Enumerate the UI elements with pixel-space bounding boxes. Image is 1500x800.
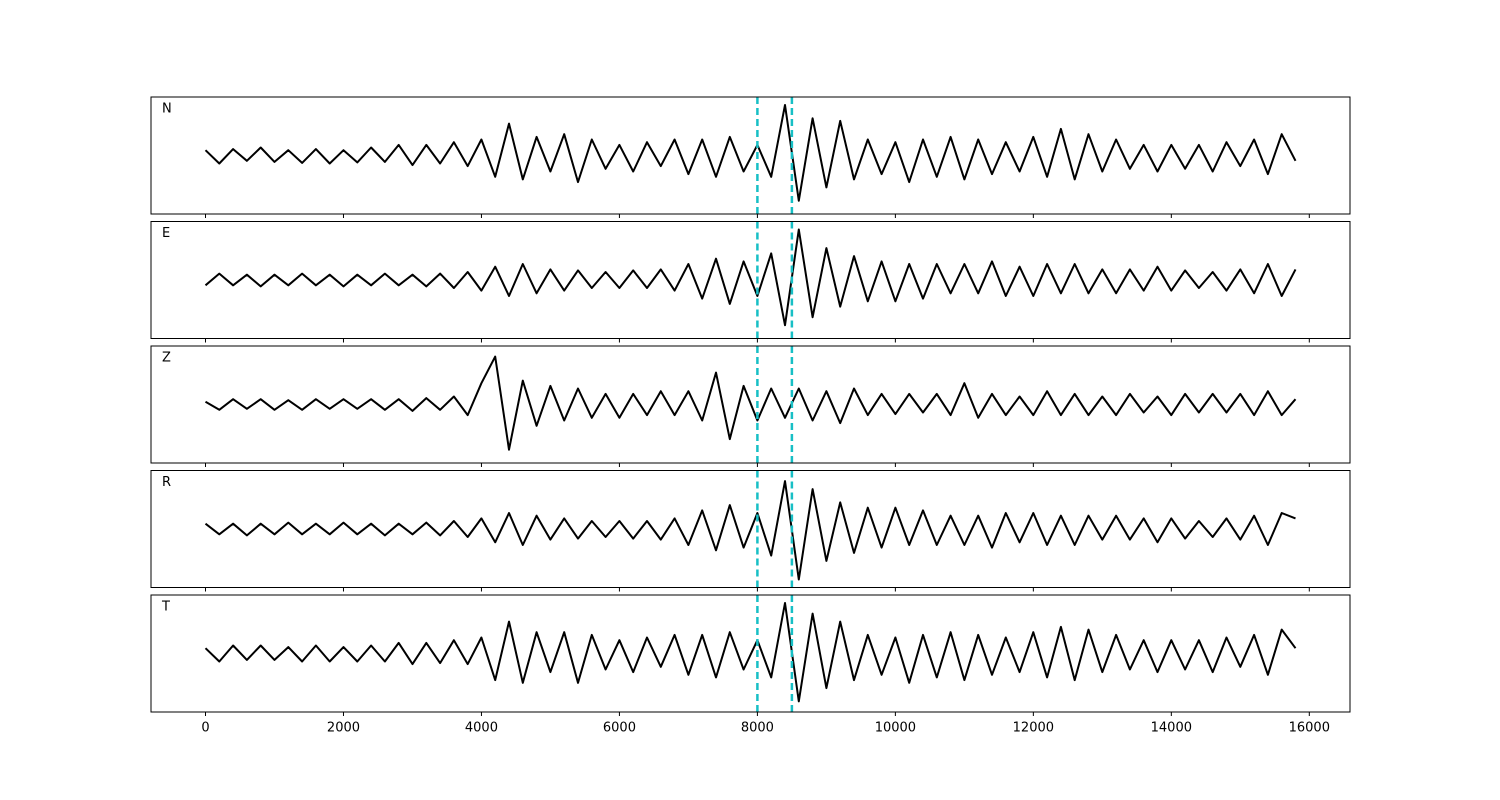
panel-label: Z [162, 351, 171, 366]
panel-frame [150, 594, 1351, 713]
x-tick-label: 2000 [327, 721, 360, 736]
panel-label: E [162, 226, 170, 241]
panel-label: N [162, 102, 172, 117]
panel-frame [150, 470, 1351, 588]
x-tick-label: 12000 [1013, 721, 1054, 736]
panel-frame [150, 221, 1351, 339]
trace [204, 104, 1297, 202]
trace [204, 228, 1297, 327]
x-tick-label: 14000 [1151, 721, 1192, 736]
panel-label: T [161, 600, 170, 615]
x-tick-label: 16000 [1289, 721, 1330, 736]
trace [204, 602, 1297, 703]
x-tick-label: 8000 [741, 721, 774, 736]
x-tick-label: 6000 [603, 721, 636, 736]
x-tick-label: 0 [201, 721, 209, 736]
x-tick-label: 4000 [465, 721, 498, 736]
trace [204, 355, 1297, 451]
panel-frame [150, 345, 1351, 464]
panel-label: R [162, 475, 171, 490]
x-tick-label: 10000 [875, 721, 916, 736]
trace [204, 480, 1296, 581]
panel-frame [150, 96, 1351, 215]
